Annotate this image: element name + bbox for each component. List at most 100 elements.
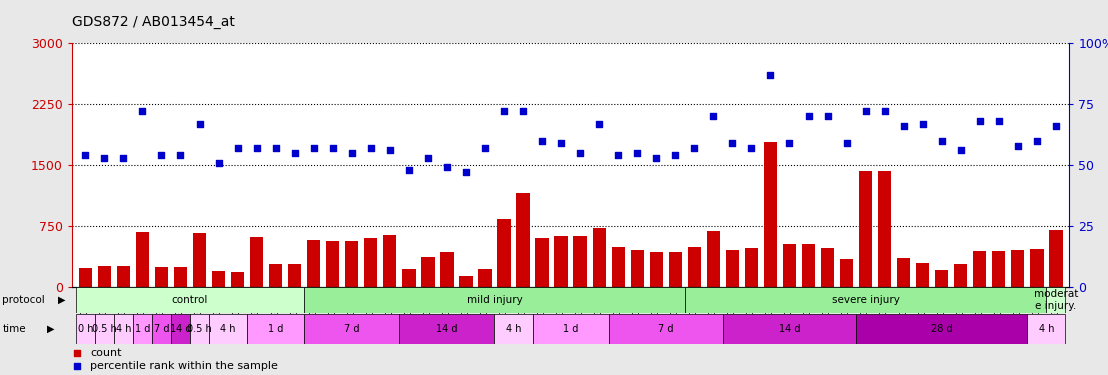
Point xyxy=(114,154,132,160)
Bar xyxy=(402,269,416,287)
Point xyxy=(552,140,570,146)
Bar xyxy=(250,237,264,287)
Bar xyxy=(763,142,777,287)
Point xyxy=(724,140,741,146)
Text: protocol: protocol xyxy=(2,295,45,305)
Bar xyxy=(421,257,434,287)
Bar xyxy=(821,248,834,287)
Bar xyxy=(802,244,815,287)
Text: 0.5 h: 0.5 h xyxy=(187,324,212,334)
Bar xyxy=(630,249,644,287)
Bar xyxy=(1012,251,1025,287)
Point xyxy=(607,278,625,284)
Bar xyxy=(383,235,397,287)
Bar xyxy=(479,269,492,287)
Bar xyxy=(1049,230,1063,287)
Bar xyxy=(269,264,283,287)
Point xyxy=(76,152,94,158)
Text: 7 d: 7 d xyxy=(154,324,170,334)
Bar xyxy=(75,314,95,344)
Text: 4 h: 4 h xyxy=(1038,324,1054,334)
Text: 4 h: 4 h xyxy=(505,324,521,334)
Bar xyxy=(516,193,530,287)
Bar xyxy=(535,238,548,287)
Point xyxy=(838,140,855,146)
Bar xyxy=(288,264,301,287)
Point xyxy=(989,118,1007,124)
Point xyxy=(647,154,665,160)
Point xyxy=(153,152,171,158)
Point xyxy=(607,155,625,161)
Bar xyxy=(533,314,608,344)
Point xyxy=(495,108,513,114)
Point xyxy=(666,152,684,158)
Point xyxy=(609,152,627,158)
Bar xyxy=(935,270,948,287)
Point xyxy=(819,113,837,119)
Text: 7 d: 7 d xyxy=(343,324,359,334)
Point xyxy=(381,147,399,153)
Text: 0 h: 0 h xyxy=(78,324,93,334)
Bar xyxy=(688,247,701,287)
Bar xyxy=(745,248,758,287)
Point xyxy=(324,145,341,151)
Bar xyxy=(247,314,305,344)
Point xyxy=(591,121,608,127)
Text: 14 d: 14 d xyxy=(437,324,458,334)
Bar xyxy=(685,287,1046,313)
Point xyxy=(705,113,722,119)
Bar xyxy=(1046,287,1066,313)
Bar xyxy=(574,236,587,287)
Text: 1 d: 1 d xyxy=(135,324,150,334)
Bar xyxy=(859,171,872,287)
Bar xyxy=(897,258,911,287)
Bar xyxy=(399,314,494,344)
Point xyxy=(933,138,951,144)
Bar xyxy=(95,314,114,344)
Point xyxy=(476,145,494,151)
Bar xyxy=(554,236,567,287)
Text: moderat
e injury.: moderat e injury. xyxy=(1034,289,1078,311)
Bar xyxy=(174,267,187,287)
Bar xyxy=(305,287,685,313)
Bar xyxy=(460,276,473,287)
Point xyxy=(95,154,113,160)
Bar xyxy=(783,244,797,287)
Text: 4 h: 4 h xyxy=(115,324,131,334)
Point xyxy=(628,150,646,156)
Bar xyxy=(916,262,930,287)
Point xyxy=(458,170,475,176)
Bar xyxy=(326,241,339,287)
Point xyxy=(856,108,874,114)
Point xyxy=(761,72,779,78)
Bar xyxy=(497,219,511,287)
Bar xyxy=(954,264,967,287)
Point xyxy=(742,145,760,151)
Bar xyxy=(608,314,722,344)
Point xyxy=(952,147,970,153)
Point xyxy=(914,121,932,127)
Point xyxy=(419,154,437,160)
Point xyxy=(800,113,818,119)
Text: ▶: ▶ xyxy=(47,324,54,334)
Bar xyxy=(152,314,171,344)
Point xyxy=(134,108,152,114)
Point xyxy=(305,145,322,151)
Point xyxy=(400,167,418,173)
Bar xyxy=(307,240,320,287)
Text: severe injury: severe injury xyxy=(832,295,900,305)
Text: control: control xyxy=(172,295,208,305)
Bar xyxy=(722,314,856,344)
Point xyxy=(191,121,208,127)
Text: count: count xyxy=(90,348,122,358)
Point xyxy=(1009,142,1027,148)
Bar xyxy=(649,252,663,287)
Point xyxy=(686,145,704,151)
Point xyxy=(1028,138,1046,144)
Bar xyxy=(840,259,853,287)
Bar xyxy=(1030,249,1044,287)
Bar xyxy=(209,314,247,344)
Point xyxy=(342,150,360,156)
Bar xyxy=(136,232,150,287)
Bar xyxy=(878,171,891,287)
